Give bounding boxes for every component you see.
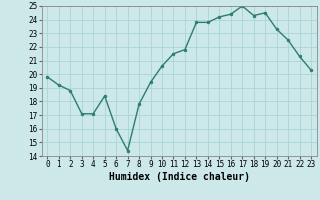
X-axis label: Humidex (Indice chaleur): Humidex (Indice chaleur) <box>109 172 250 182</box>
